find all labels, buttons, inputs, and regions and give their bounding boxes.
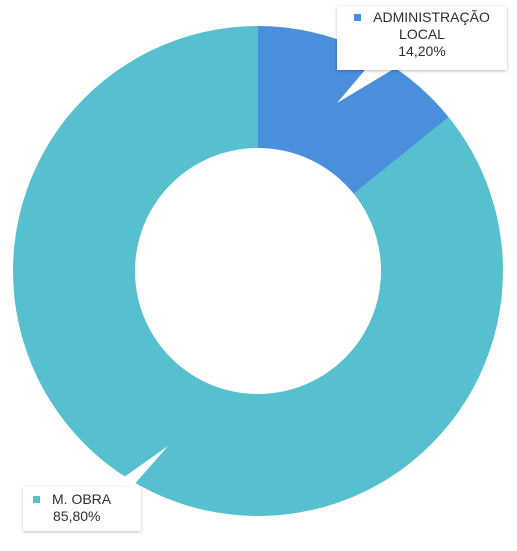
callout-value: 85,80% — [53, 508, 101, 524]
donut-slice-1 — [12, 26, 503, 516]
legend-swatch-administracao-local — [354, 14, 362, 21]
callout-m-obra: M. OBRA 85,80% — [23, 487, 141, 531]
callout-leaders — [110, 70, 392, 487]
callout-label-line-2: LOCAL — [399, 26, 445, 42]
donut-slice-0 — [258, 26, 449, 194]
callout-value: 14,20% — [398, 43, 446, 59]
callout-leader-m-obra — [110, 446, 168, 487]
callout-label-line-1: ADMINISTRAÇÃO — [373, 9, 490, 25]
callout-label: M. OBRA — [52, 491, 112, 507]
legend-swatch-m-obra — [33, 496, 40, 503]
callout-leader-administracao-local — [337, 70, 392, 103]
callout-administracao-local: ADMINISTRAÇÃO LOCAL 14,20% — [337, 6, 507, 70]
donut-slices — [12, 26, 503, 516]
